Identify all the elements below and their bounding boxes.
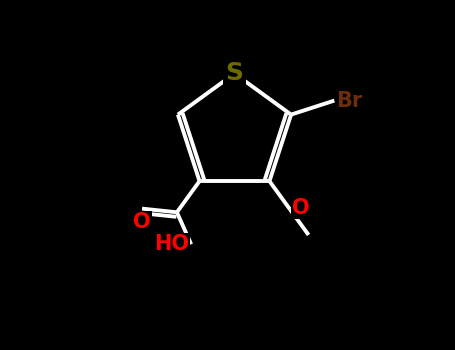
Text: S: S [226,62,243,85]
Text: HO: HO [154,234,189,254]
Text: Br: Br [336,91,362,111]
Text: O: O [292,198,309,218]
Text: O: O [133,212,151,232]
